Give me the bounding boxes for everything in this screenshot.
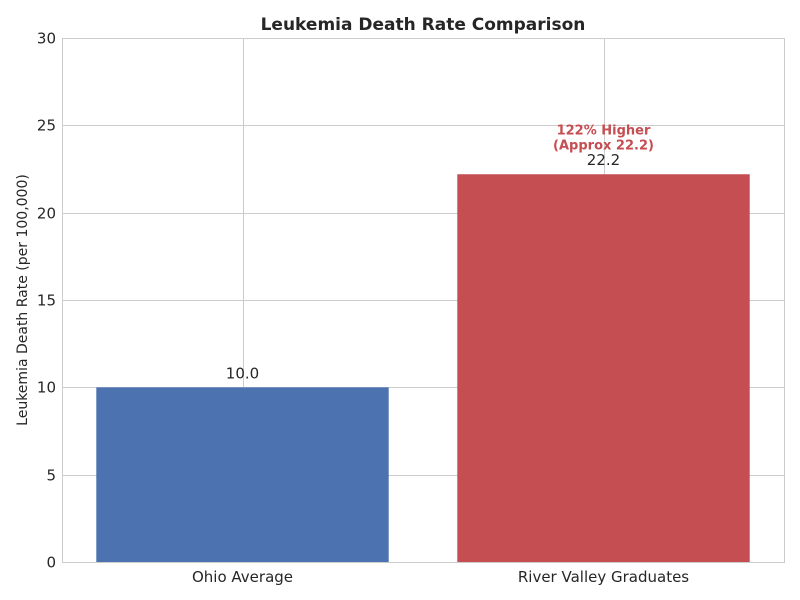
chart-title: Leukemia Death Rate Comparison <box>261 15 586 35</box>
y-tick-label: 10 <box>37 379 56 397</box>
x-tick-label: Ohio Average <box>192 568 293 586</box>
plot-frame <box>62 38 785 563</box>
y-tick-label: 15 <box>37 292 56 310</box>
bar <box>96 387 389 562</box>
annotation-text: (Approx 22.2) <box>553 138 654 153</box>
bar-value-label: 10.0 <box>226 364 259 382</box>
x-tick-label: River Valley Graduates <box>518 568 689 586</box>
bar <box>457 174 750 563</box>
labels: 0 5 10 15 20 25 30 10.0 Ohio Average 22.2 River Va… <box>37 30 689 587</box>
y-tick-label: 25 <box>37 117 56 135</box>
bar-value-label: 22.2 <box>587 151 620 169</box>
y-tick-label: 20 <box>37 205 56 223</box>
y-tick-label: 30 <box>37 30 56 48</box>
y-axis-label: Leukemia Death Rate (per 100,000) <box>15 174 31 426</box>
y-tick-label: 5 <box>46 467 56 485</box>
bars <box>96 174 750 563</box>
annotation-text: 122% Higher <box>557 123 651 138</box>
y-tick-label: 0 <box>46 554 56 572</box>
